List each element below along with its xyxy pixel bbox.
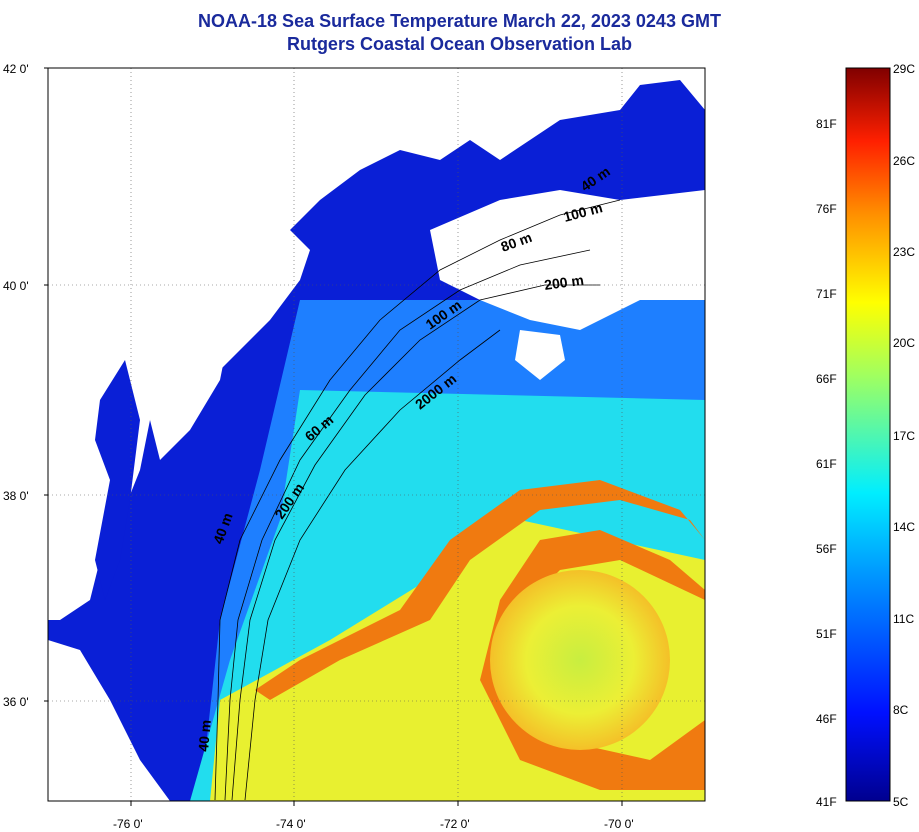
lon-tick-label: -76 0' [113,817,143,831]
sst-map [48,68,705,801]
lat-tick-label: 40 0' [3,279,29,293]
isobath-lines [214,199,621,801]
lon-tick-label: -72 0' [440,817,470,831]
lat-tick-label: 36 0' [3,695,29,709]
colorbar-c-label: 29C [893,62,915,76]
map-frame [47,67,706,802]
isobath-label: 200 m [543,272,585,293]
colorbar-c-label: 11C [893,612,914,626]
lat-tick-label: 38 0' [3,489,29,503]
lat-tick-labels: 42 0' 40 0' 38 0' 36 0' [3,62,29,709]
gulf-stream [255,480,705,790]
graticule [48,68,705,801]
land-mass [48,68,705,620]
colorbar-c-label: 17C [893,429,915,443]
cloud-patch [515,330,565,380]
colorbar-gradient [845,67,891,802]
lon-tick-label: -70 0' [604,817,634,831]
colorbar-c-label: 5C [893,795,909,809]
colorbar-f-label: 66F [816,372,837,386]
chart-title: NOAA-18 Sea Surface Temperature March 22… [0,10,919,56]
lon-tick-labels: -76 0' -74 0' -72 0' -70 0' [113,817,634,831]
warm-core-eddy [490,570,670,750]
colorbar-f-label: 46F [816,712,837,726]
colorbar-f-label: 81F [816,117,837,131]
title-line-2: Rutgers Coastal Ocean Observation Lab [286,34,633,54]
southern-land [48,640,170,801]
colorbar-c-label: 14C [893,520,915,534]
colorbar-c-label: 26C [893,154,915,168]
cloud-mask [430,190,705,330]
chesapeake-bay [95,360,140,600]
colorbar-celsius-labels: 29C 26C 23C 20C 17C 14C 11C 8C 5C [893,62,915,809]
delaware-bay-land [150,300,230,460]
lat-tick-label: 42 0' [3,62,29,76]
colorbar-c-label: 8C [893,703,909,717]
axis-ticks [44,67,623,806]
colorbar-f-label: 51F [816,627,837,641]
isobath-label: 40 m [195,719,214,752]
colorbar-c-label: 23C [893,245,915,259]
colorbar-c-label: 20C [893,336,915,350]
colorbar-f-label: 76F [816,202,837,216]
lon-tick-label: -74 0' [276,817,306,831]
colorbar-f-label: 56F [816,542,837,556]
colorbar-f-label: 71F [816,287,837,301]
colorbar-f-label: 41F [816,795,837,809]
colorbar-fahrenheit-labels: 81F 76F 71F 66F 61F 56F 51F 46F 41F [816,117,837,809]
title-line-1: NOAA-18 Sea Surface Temperature March 22… [198,11,721,31]
colorbar-f-label: 61F [816,457,837,471]
colorbar: 81F 76F 71F 66F 61F 56F 51F 46F 41F 29C … [816,62,915,809]
